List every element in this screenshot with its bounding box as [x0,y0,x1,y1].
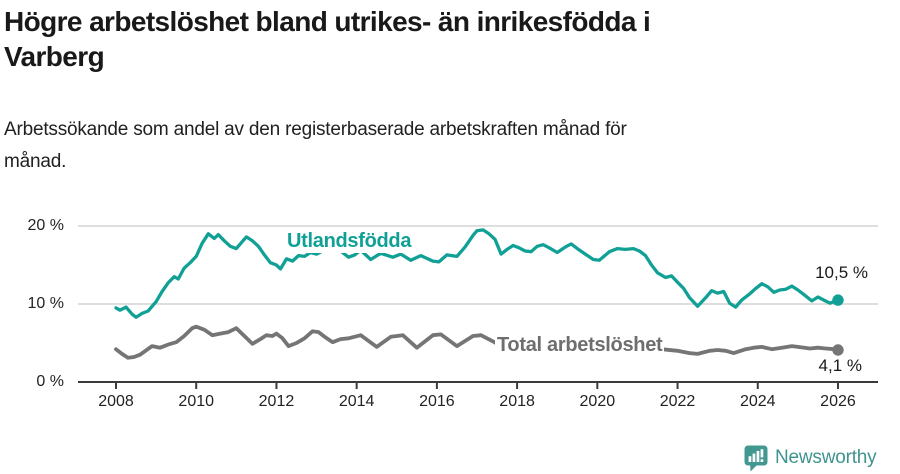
chart-subtitle-line1: Arbetssökande som andel av den registerb… [4,119,627,140]
end-dot-total-arbetsl-shet [832,344,844,356]
x-tick-label: 2014 [338,393,375,410]
series-label-utlandsfodda: Utlandsfödda [285,230,414,253]
newsworthy-wordmark: Newsworthy [775,447,877,468]
x-tick-label: 2022 [659,393,696,410]
series-line-total-arbetsl-shet [114,324,840,360]
x-tick-label: 2020 [579,393,616,410]
x-tick-label: 2026 [820,393,856,410]
x-tick-label: 2024 [739,393,776,410]
series-label-total-arbetsloshet: Total arbetslöshet [495,334,665,357]
x-tick-label: 2008 [98,393,134,410]
chart-title: Högre arbetslöshet bland utrikes- än inr… [4,4,884,74]
end-value-label-utlandsfodda: 10,5 % [815,263,868,282]
y-tick-label: 10 % [27,295,64,312]
chart-title-line1: Högre arbetslöshet bland utrikes- än inr… [4,6,651,37]
x-tick-label: 2018 [499,393,535,410]
series-line-utlandsf-dda [114,228,840,319]
end-dot-utlandsf-dda [832,294,844,306]
chart-title-line2: Varberg [4,41,105,72]
chart-subtitle-line2: månad. [4,151,67,172]
x-tick-label: 2012 [258,393,295,410]
y-tick-label: 20 % [27,217,64,234]
x-tick-label: 2016 [419,393,455,410]
chart-subtitle: Arbetssökande som andel av den registerb… [4,114,884,178]
y-tick-label: 0 % [36,373,64,390]
end-value-label-total-arbetsloshet: 4,1 % [818,356,862,375]
x-tick-label: 2010 [178,393,215,410]
newsworthy-icon [744,445,768,471]
newsworthy-logo[interactable]: Newsworthy [744,444,877,472]
